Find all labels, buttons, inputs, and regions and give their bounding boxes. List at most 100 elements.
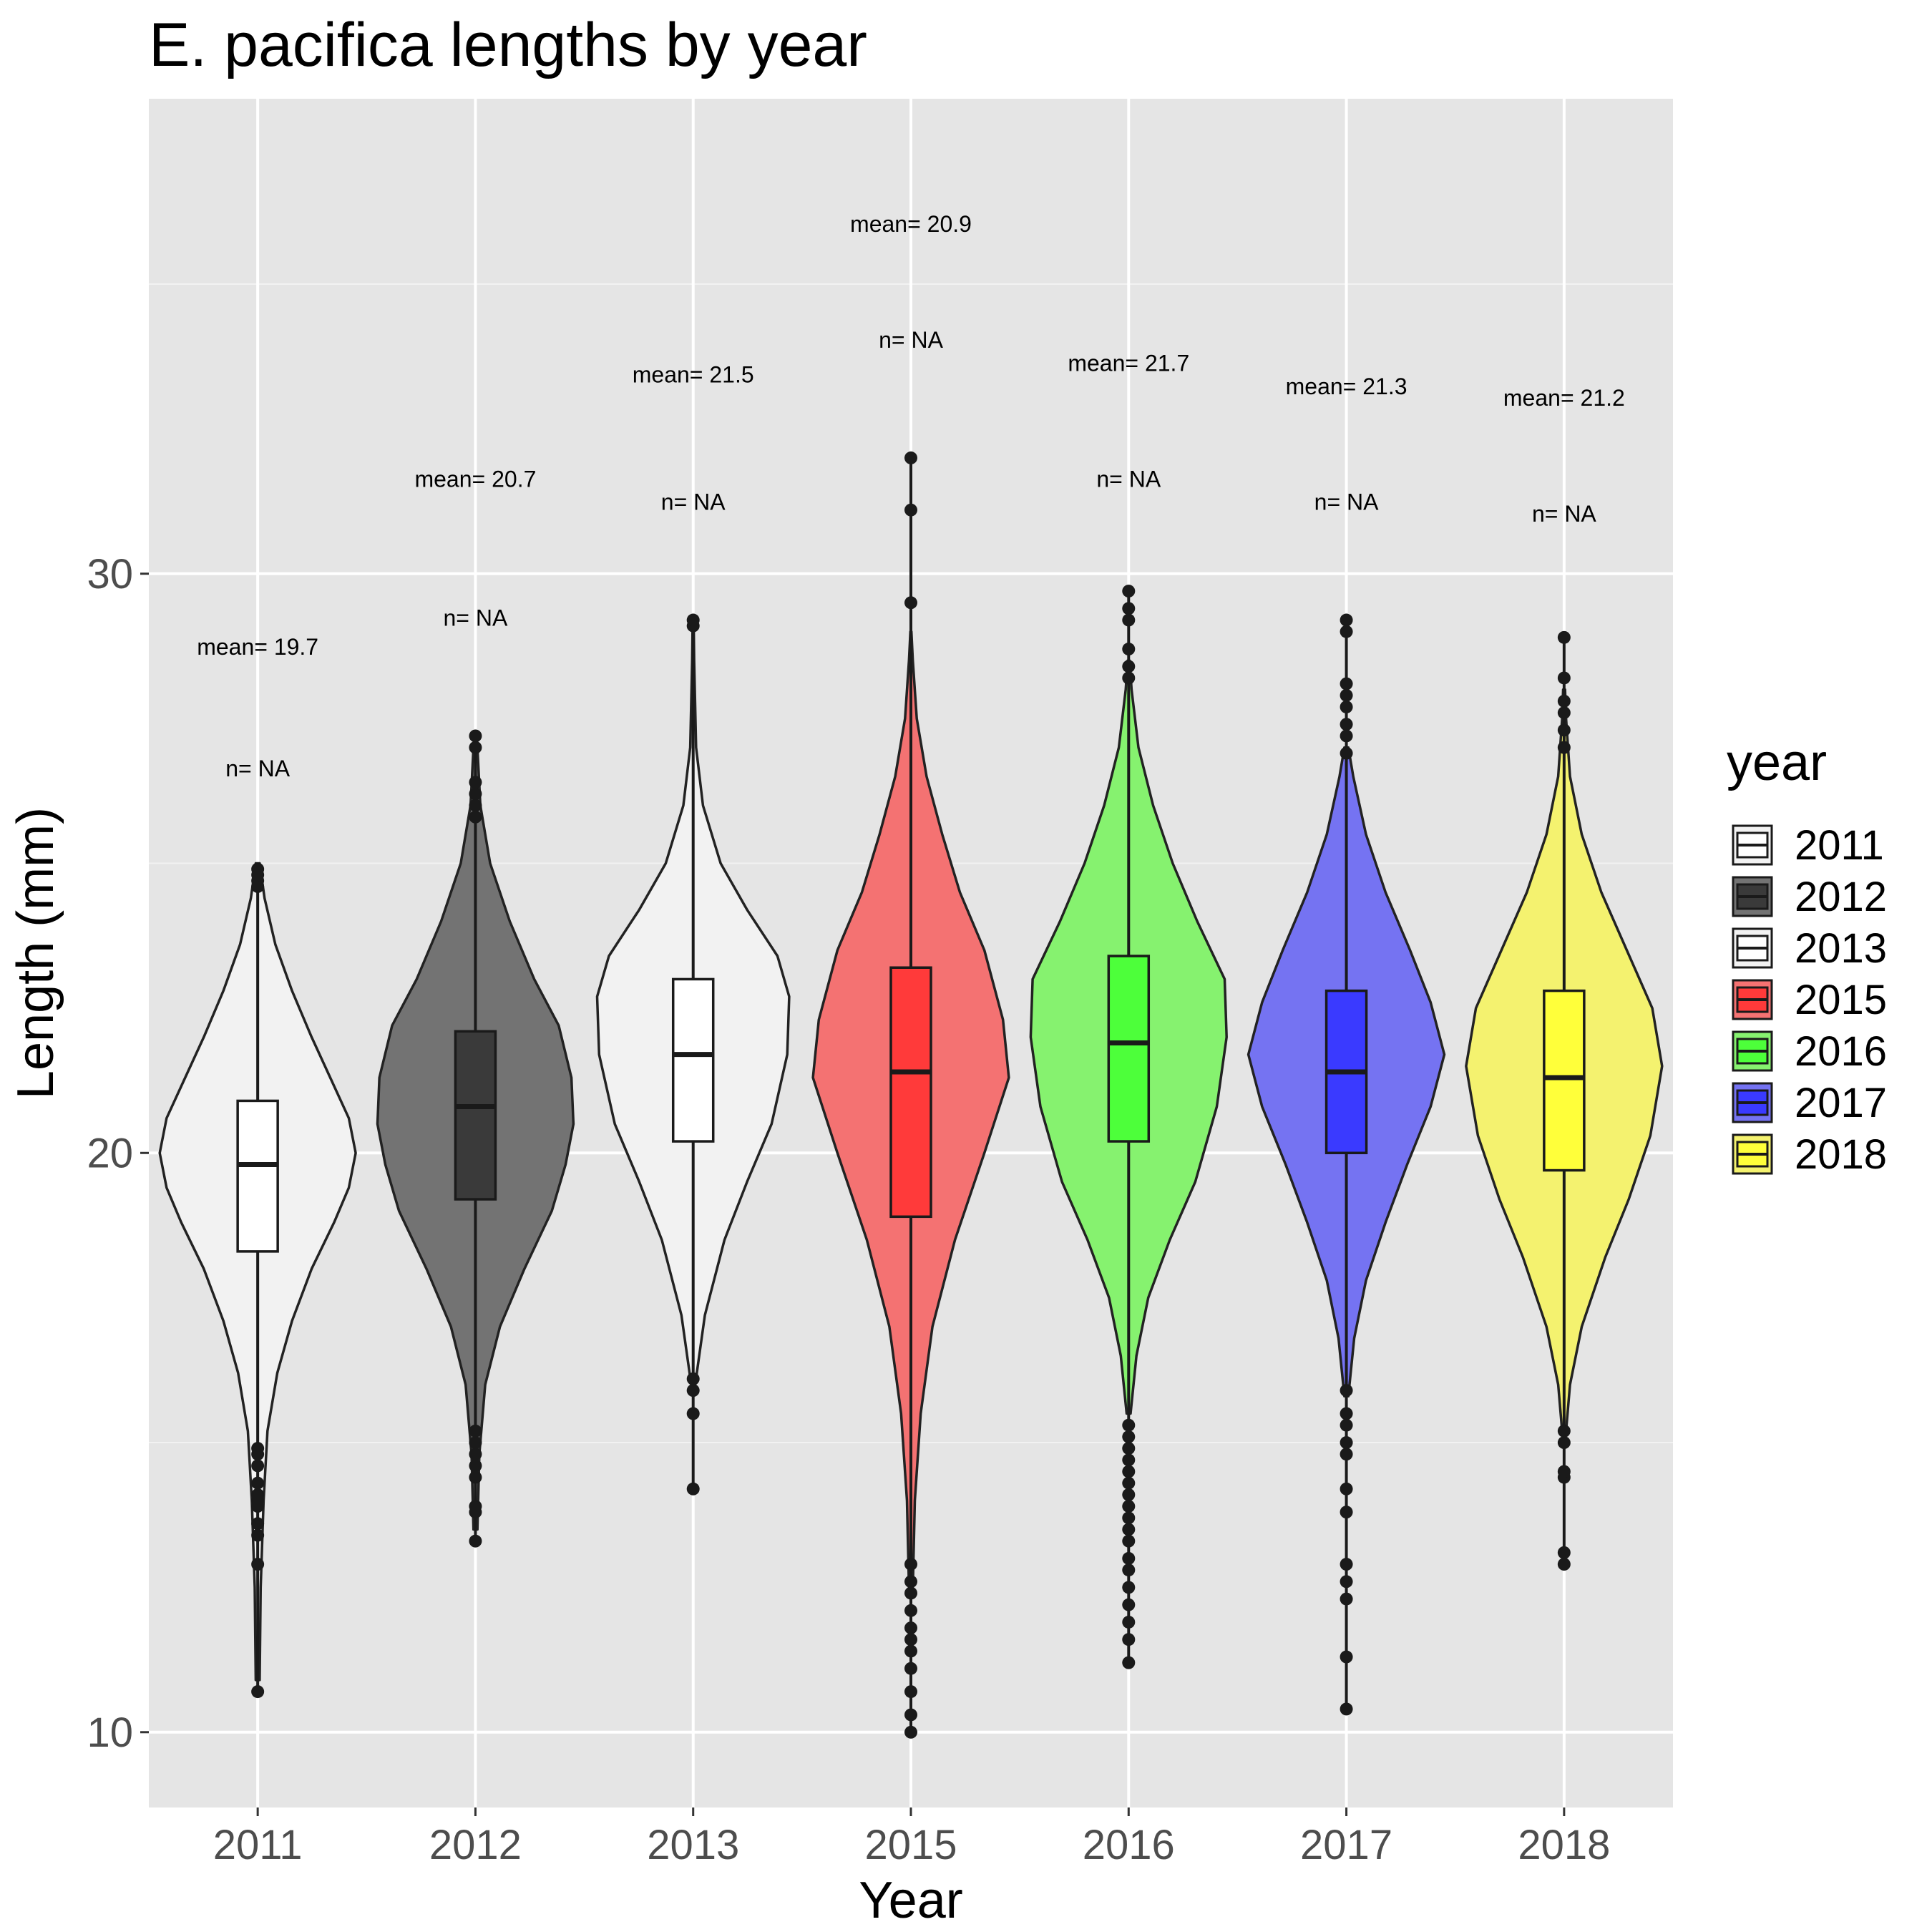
legend-item-2011: 2011 bbox=[1730, 822, 1884, 869]
outlier-point bbox=[1557, 1436, 1571, 1450]
violin-group-2017 bbox=[1246, 613, 1446, 1716]
violin-group-2015 bbox=[811, 451, 1010, 1739]
outlier-point bbox=[251, 1459, 265, 1473]
outlier-point bbox=[1340, 1407, 1353, 1420]
outlier-point bbox=[1340, 613, 1353, 627]
outlier-point bbox=[1340, 1384, 1353, 1397]
legend-label-2011: 2011 bbox=[1795, 822, 1884, 869]
violin-group-2011 bbox=[158, 862, 357, 1699]
x-tick-label: 2011 bbox=[213, 1822, 303, 1868]
chart-title: E. pacifica lengths by year bbox=[149, 11, 867, 79]
outlier-point bbox=[904, 1708, 917, 1722]
outlier-point bbox=[1340, 1482, 1353, 1496]
mean-label-2013: mean= 21.5 bbox=[633, 362, 754, 388]
legend: year 2011 2012 2013 2015 2016 2017 2018 bbox=[1727, 734, 1887, 1178]
outlier-point bbox=[904, 1621, 917, 1635]
legend-item-2012: 2012 bbox=[1730, 874, 1887, 920]
outlier-point bbox=[1122, 1534, 1136, 1548]
outlier-point bbox=[1557, 671, 1571, 685]
x-tick-label: 2015 bbox=[864, 1822, 957, 1868]
outlier-point bbox=[1557, 1424, 1571, 1438]
box-2015 bbox=[889, 966, 932, 1219]
outlier-point bbox=[904, 1662, 917, 1675]
outlier-point bbox=[469, 1534, 482, 1548]
outlier-point bbox=[1122, 1442, 1136, 1455]
outlier-point bbox=[1122, 671, 1136, 685]
legend-label-2017: 2017 bbox=[1795, 1080, 1887, 1126]
y-axis-label: Length (mm) bbox=[7, 807, 64, 1099]
x-tick-label: 2017 bbox=[1300, 1822, 1392, 1868]
outlier-point bbox=[1122, 1523, 1136, 1536]
mean-label-2018: mean= 21.2 bbox=[1503, 385, 1625, 411]
legend-item-2018: 2018 bbox=[1730, 1131, 1887, 1178]
outlier-point bbox=[251, 1528, 265, 1542]
outlier-point bbox=[251, 862, 265, 876]
outlier-point bbox=[1122, 1563, 1136, 1577]
outlier-point bbox=[469, 741, 482, 754]
outlier-point bbox=[1340, 1592, 1353, 1606]
legend-label-2013: 2013 bbox=[1795, 925, 1887, 972]
outlier-point bbox=[1122, 1598, 1136, 1611]
axes: 10 20 30 2011 2012 2013 2015 2016 2017 2018 bbox=[87, 551, 1610, 1868]
x-axis-label: Year bbox=[859, 1872, 962, 1929]
outlier-point bbox=[251, 1442, 265, 1455]
violin-group-2013 bbox=[595, 613, 791, 1496]
legend-item-2017: 2017 bbox=[1730, 1080, 1887, 1126]
outlier-point bbox=[469, 776, 482, 789]
violin-group-2016 bbox=[1029, 585, 1228, 1669]
box-2013 bbox=[671, 977, 715, 1143]
outlier-point bbox=[251, 1517, 265, 1531]
outlier-point bbox=[469, 1436, 482, 1450]
legend-item-2015: 2015 bbox=[1730, 977, 1887, 1023]
annotations-layer: mean= 19.7 n= NA mean= 20.7 n= NA mean= 21.5… bbox=[197, 211, 1625, 781]
outlier-point bbox=[469, 1459, 482, 1473]
outlier-point bbox=[1122, 1656, 1136, 1669]
mean-label-2011: mean= 19.7 bbox=[197, 634, 318, 660]
legend-label-2015: 2015 bbox=[1795, 977, 1887, 1023]
outlier-point bbox=[1340, 688, 1353, 702]
box-2012 bbox=[454, 1030, 497, 1201]
outlier-point bbox=[1557, 723, 1571, 737]
outlier-point bbox=[686, 1372, 700, 1385]
outlier-point bbox=[904, 1604, 917, 1617]
outlier-point bbox=[1122, 1418, 1136, 1432]
outlier-point bbox=[251, 1558, 265, 1571]
legend-label-2012: 2012 bbox=[1795, 874, 1887, 920]
outlier-point bbox=[904, 1558, 917, 1571]
legend-title: year bbox=[1727, 734, 1827, 791]
outlier-point bbox=[469, 1500, 482, 1513]
outlier-point bbox=[904, 503, 917, 517]
outlier-point bbox=[686, 613, 700, 627]
outlier-point bbox=[904, 451, 917, 464]
outlier-point bbox=[1340, 1418, 1353, 1432]
outlier-point bbox=[904, 1685, 917, 1699]
outlier-point bbox=[1340, 1558, 1353, 1571]
outlier-point bbox=[1340, 718, 1353, 731]
outlier-point bbox=[1122, 660, 1136, 673]
outlier-point bbox=[1557, 694, 1571, 708]
legend-item-2013: 2013 bbox=[1730, 925, 1887, 972]
outlier-point bbox=[1122, 643, 1136, 656]
mean-label-2015: mean= 20.9 bbox=[850, 211, 972, 237]
outlier-point bbox=[1122, 1430, 1136, 1443]
n-label-2011: n= NA bbox=[225, 756, 290, 781]
outlier-point bbox=[686, 1482, 700, 1496]
x-tick-label: 2013 bbox=[647, 1822, 739, 1868]
outlier-point bbox=[904, 1586, 917, 1600]
outlier-point bbox=[1340, 625, 1353, 638]
outlier-point bbox=[1557, 630, 1571, 644]
outlier-point bbox=[469, 810, 482, 824]
outlier-point bbox=[469, 1424, 482, 1438]
outlier-point bbox=[1340, 1702, 1353, 1716]
outlier-point bbox=[1122, 1581, 1136, 1594]
y-tick-label: 20 bbox=[87, 1130, 133, 1176]
outlier-point bbox=[1122, 602, 1136, 615]
x-tick-label: 2012 bbox=[429, 1822, 522, 1868]
violin-group-2012 bbox=[376, 729, 575, 1548]
n-label-2012: n= NA bbox=[444, 605, 508, 631]
outlier-point bbox=[1557, 1546, 1571, 1559]
outlier-point bbox=[904, 1644, 917, 1658]
mean-label-2016: mean= 21.7 bbox=[1068, 350, 1189, 376]
n-label-2018: n= NA bbox=[1532, 501, 1596, 527]
